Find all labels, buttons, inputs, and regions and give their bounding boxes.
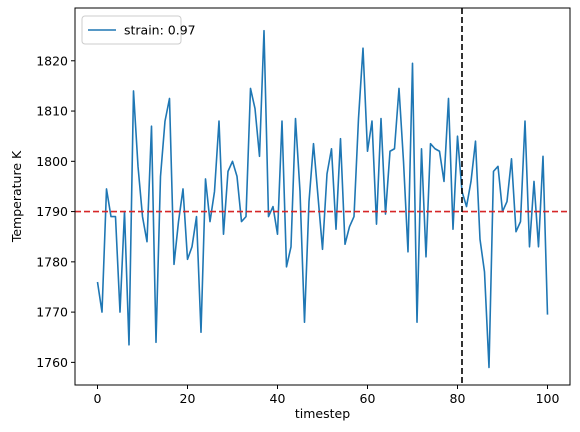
y-tick-label: 1760 <box>36 355 68 370</box>
y-tick-label: 1770 <box>36 305 68 320</box>
y-tick-label: 1790 <box>36 204 68 219</box>
plot-area <box>96 29 549 369</box>
x-tick-label: 80 <box>450 391 466 406</box>
x-tick-label: 60 <box>360 391 376 406</box>
x-tick-label: 40 <box>270 391 286 406</box>
axes-border <box>74 7 571 386</box>
x-tick-label: 20 <box>180 391 196 406</box>
y-tick-label: 1820 <box>36 53 68 68</box>
y-axis-ticks: 1760 1770 1780 1790 1800 1810 1820 <box>36 53 75 370</box>
axes-frame <box>74 7 571 386</box>
x-axis-label: timestep <box>295 406 350 421</box>
x-axis-ticks: 0 20 40 60 80 100 <box>94 385 560 406</box>
y-tick-label: 1780 <box>36 254 68 269</box>
y-tick-label: 1810 <box>36 104 68 119</box>
x-tick-label: 100 <box>536 391 560 406</box>
x-tick-label: 0 <box>94 391 102 406</box>
legend-entry-label: strain: 0.97 <box>124 23 196 38</box>
legend-box <box>81 15 182 45</box>
reference-lines <box>75 8 570 385</box>
y-tick-label: 1800 <box>36 154 68 169</box>
y-axis-label: Temperature K <box>9 150 24 243</box>
series-line-0 <box>96 29 549 369</box>
legend: strain: 0.97 <box>81 15 196 45</box>
